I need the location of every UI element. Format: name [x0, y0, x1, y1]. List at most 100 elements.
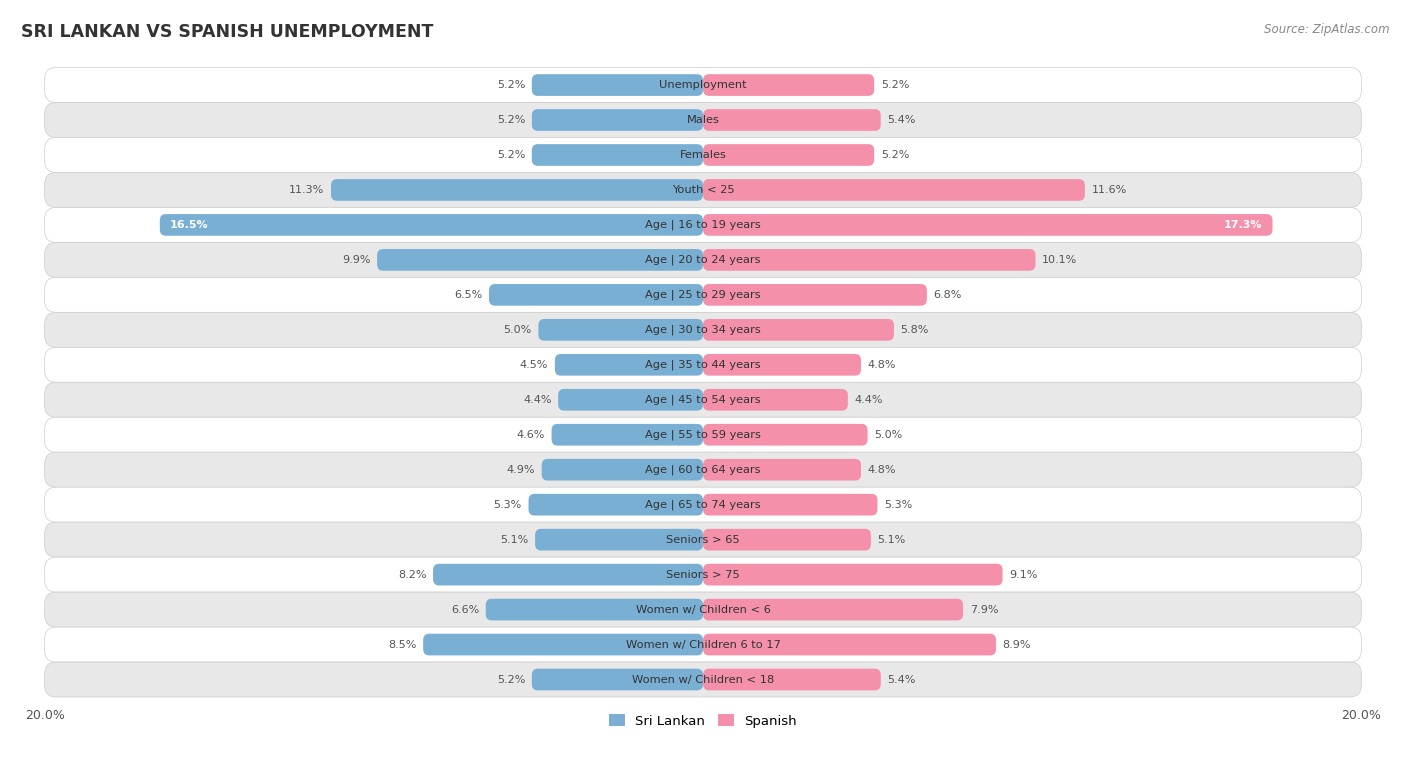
- Text: 5.2%: 5.2%: [496, 150, 526, 160]
- FancyBboxPatch shape: [555, 354, 703, 375]
- Text: 5.2%: 5.2%: [880, 80, 910, 90]
- Text: SRI LANKAN VS SPANISH UNEMPLOYMENT: SRI LANKAN VS SPANISH UNEMPLOYMENT: [21, 23, 433, 41]
- FancyBboxPatch shape: [703, 144, 875, 166]
- FancyBboxPatch shape: [45, 417, 1361, 452]
- Text: Age | 25 to 29 years: Age | 25 to 29 years: [645, 290, 761, 300]
- Text: 11.6%: 11.6%: [1091, 185, 1126, 195]
- Text: Age | 20 to 24 years: Age | 20 to 24 years: [645, 254, 761, 265]
- FancyBboxPatch shape: [377, 249, 703, 271]
- FancyBboxPatch shape: [423, 634, 703, 656]
- FancyBboxPatch shape: [703, 529, 870, 550]
- FancyBboxPatch shape: [45, 557, 1361, 592]
- Text: Seniors > 75: Seniors > 75: [666, 569, 740, 580]
- FancyBboxPatch shape: [703, 214, 1272, 235]
- Text: 4.8%: 4.8%: [868, 360, 896, 370]
- Text: 5.3%: 5.3%: [884, 500, 912, 509]
- Text: 4.9%: 4.9%: [506, 465, 536, 475]
- Text: 4.4%: 4.4%: [855, 394, 883, 405]
- Text: 4.6%: 4.6%: [516, 430, 546, 440]
- FancyBboxPatch shape: [485, 599, 703, 621]
- FancyBboxPatch shape: [703, 319, 894, 341]
- Text: 11.3%: 11.3%: [290, 185, 325, 195]
- FancyBboxPatch shape: [703, 459, 860, 481]
- FancyBboxPatch shape: [536, 529, 703, 550]
- Text: 5.3%: 5.3%: [494, 500, 522, 509]
- Text: Age | 16 to 19 years: Age | 16 to 19 years: [645, 220, 761, 230]
- FancyBboxPatch shape: [703, 179, 1085, 201]
- Text: 5.1%: 5.1%: [501, 534, 529, 544]
- Text: Source: ZipAtlas.com: Source: ZipAtlas.com: [1264, 23, 1389, 36]
- Text: Women w/ Children < 18: Women w/ Children < 18: [631, 674, 775, 684]
- Text: 5.2%: 5.2%: [496, 674, 526, 684]
- FancyBboxPatch shape: [45, 242, 1361, 277]
- Text: Age | 35 to 44 years: Age | 35 to 44 years: [645, 360, 761, 370]
- Text: 5.0%: 5.0%: [503, 325, 531, 335]
- Text: 5.2%: 5.2%: [496, 80, 526, 90]
- FancyBboxPatch shape: [45, 67, 1361, 102]
- FancyBboxPatch shape: [45, 592, 1361, 627]
- Text: Age | 65 to 74 years: Age | 65 to 74 years: [645, 500, 761, 510]
- Text: 5.1%: 5.1%: [877, 534, 905, 544]
- FancyBboxPatch shape: [489, 284, 703, 306]
- Text: 9.9%: 9.9%: [342, 255, 371, 265]
- FancyBboxPatch shape: [703, 564, 1002, 585]
- FancyBboxPatch shape: [703, 249, 1035, 271]
- Text: Females: Females: [679, 150, 727, 160]
- FancyBboxPatch shape: [45, 207, 1361, 242]
- Text: 6.5%: 6.5%: [454, 290, 482, 300]
- FancyBboxPatch shape: [160, 214, 703, 235]
- FancyBboxPatch shape: [703, 668, 880, 690]
- FancyBboxPatch shape: [45, 173, 1361, 207]
- Text: 8.2%: 8.2%: [398, 569, 426, 580]
- Legend: Sri Lankan, Spanish: Sri Lankan, Spanish: [603, 709, 803, 733]
- FancyBboxPatch shape: [531, 109, 703, 131]
- FancyBboxPatch shape: [45, 277, 1361, 313]
- Text: Males: Males: [686, 115, 720, 125]
- FancyBboxPatch shape: [45, 452, 1361, 488]
- FancyBboxPatch shape: [45, 627, 1361, 662]
- FancyBboxPatch shape: [45, 488, 1361, 522]
- Text: 8.5%: 8.5%: [388, 640, 416, 650]
- Text: Age | 45 to 54 years: Age | 45 to 54 years: [645, 394, 761, 405]
- Text: 8.9%: 8.9%: [1002, 640, 1031, 650]
- FancyBboxPatch shape: [703, 74, 875, 96]
- FancyBboxPatch shape: [45, 313, 1361, 347]
- Text: Unemployment: Unemployment: [659, 80, 747, 90]
- Text: 4.8%: 4.8%: [868, 465, 896, 475]
- Text: 5.2%: 5.2%: [496, 115, 526, 125]
- FancyBboxPatch shape: [703, 494, 877, 516]
- Text: Women w/ Children < 6: Women w/ Children < 6: [636, 605, 770, 615]
- FancyBboxPatch shape: [703, 634, 995, 656]
- FancyBboxPatch shape: [703, 424, 868, 446]
- FancyBboxPatch shape: [703, 354, 860, 375]
- FancyBboxPatch shape: [703, 109, 880, 131]
- FancyBboxPatch shape: [703, 284, 927, 306]
- FancyBboxPatch shape: [45, 522, 1361, 557]
- Text: 6.8%: 6.8%: [934, 290, 962, 300]
- Text: 7.9%: 7.9%: [970, 605, 998, 615]
- FancyBboxPatch shape: [45, 662, 1361, 697]
- Text: 16.5%: 16.5%: [170, 220, 208, 230]
- Text: 4.4%: 4.4%: [523, 394, 551, 405]
- Text: Youth < 25: Youth < 25: [672, 185, 734, 195]
- Text: 6.6%: 6.6%: [451, 605, 479, 615]
- Text: 5.4%: 5.4%: [887, 674, 915, 684]
- FancyBboxPatch shape: [45, 382, 1361, 417]
- Text: 4.5%: 4.5%: [520, 360, 548, 370]
- FancyBboxPatch shape: [703, 599, 963, 621]
- Text: Women w/ Children 6 to 17: Women w/ Children 6 to 17: [626, 640, 780, 650]
- Text: 5.8%: 5.8%: [900, 325, 929, 335]
- FancyBboxPatch shape: [45, 102, 1361, 138]
- Text: 9.1%: 9.1%: [1010, 569, 1038, 580]
- FancyBboxPatch shape: [45, 138, 1361, 173]
- Text: Age | 55 to 59 years: Age | 55 to 59 years: [645, 429, 761, 440]
- Text: 10.1%: 10.1%: [1042, 255, 1077, 265]
- FancyBboxPatch shape: [531, 668, 703, 690]
- Text: 17.3%: 17.3%: [1225, 220, 1263, 230]
- FancyBboxPatch shape: [551, 424, 703, 446]
- FancyBboxPatch shape: [558, 389, 703, 410]
- FancyBboxPatch shape: [330, 179, 703, 201]
- FancyBboxPatch shape: [433, 564, 703, 585]
- FancyBboxPatch shape: [529, 494, 703, 516]
- Text: 5.4%: 5.4%: [887, 115, 915, 125]
